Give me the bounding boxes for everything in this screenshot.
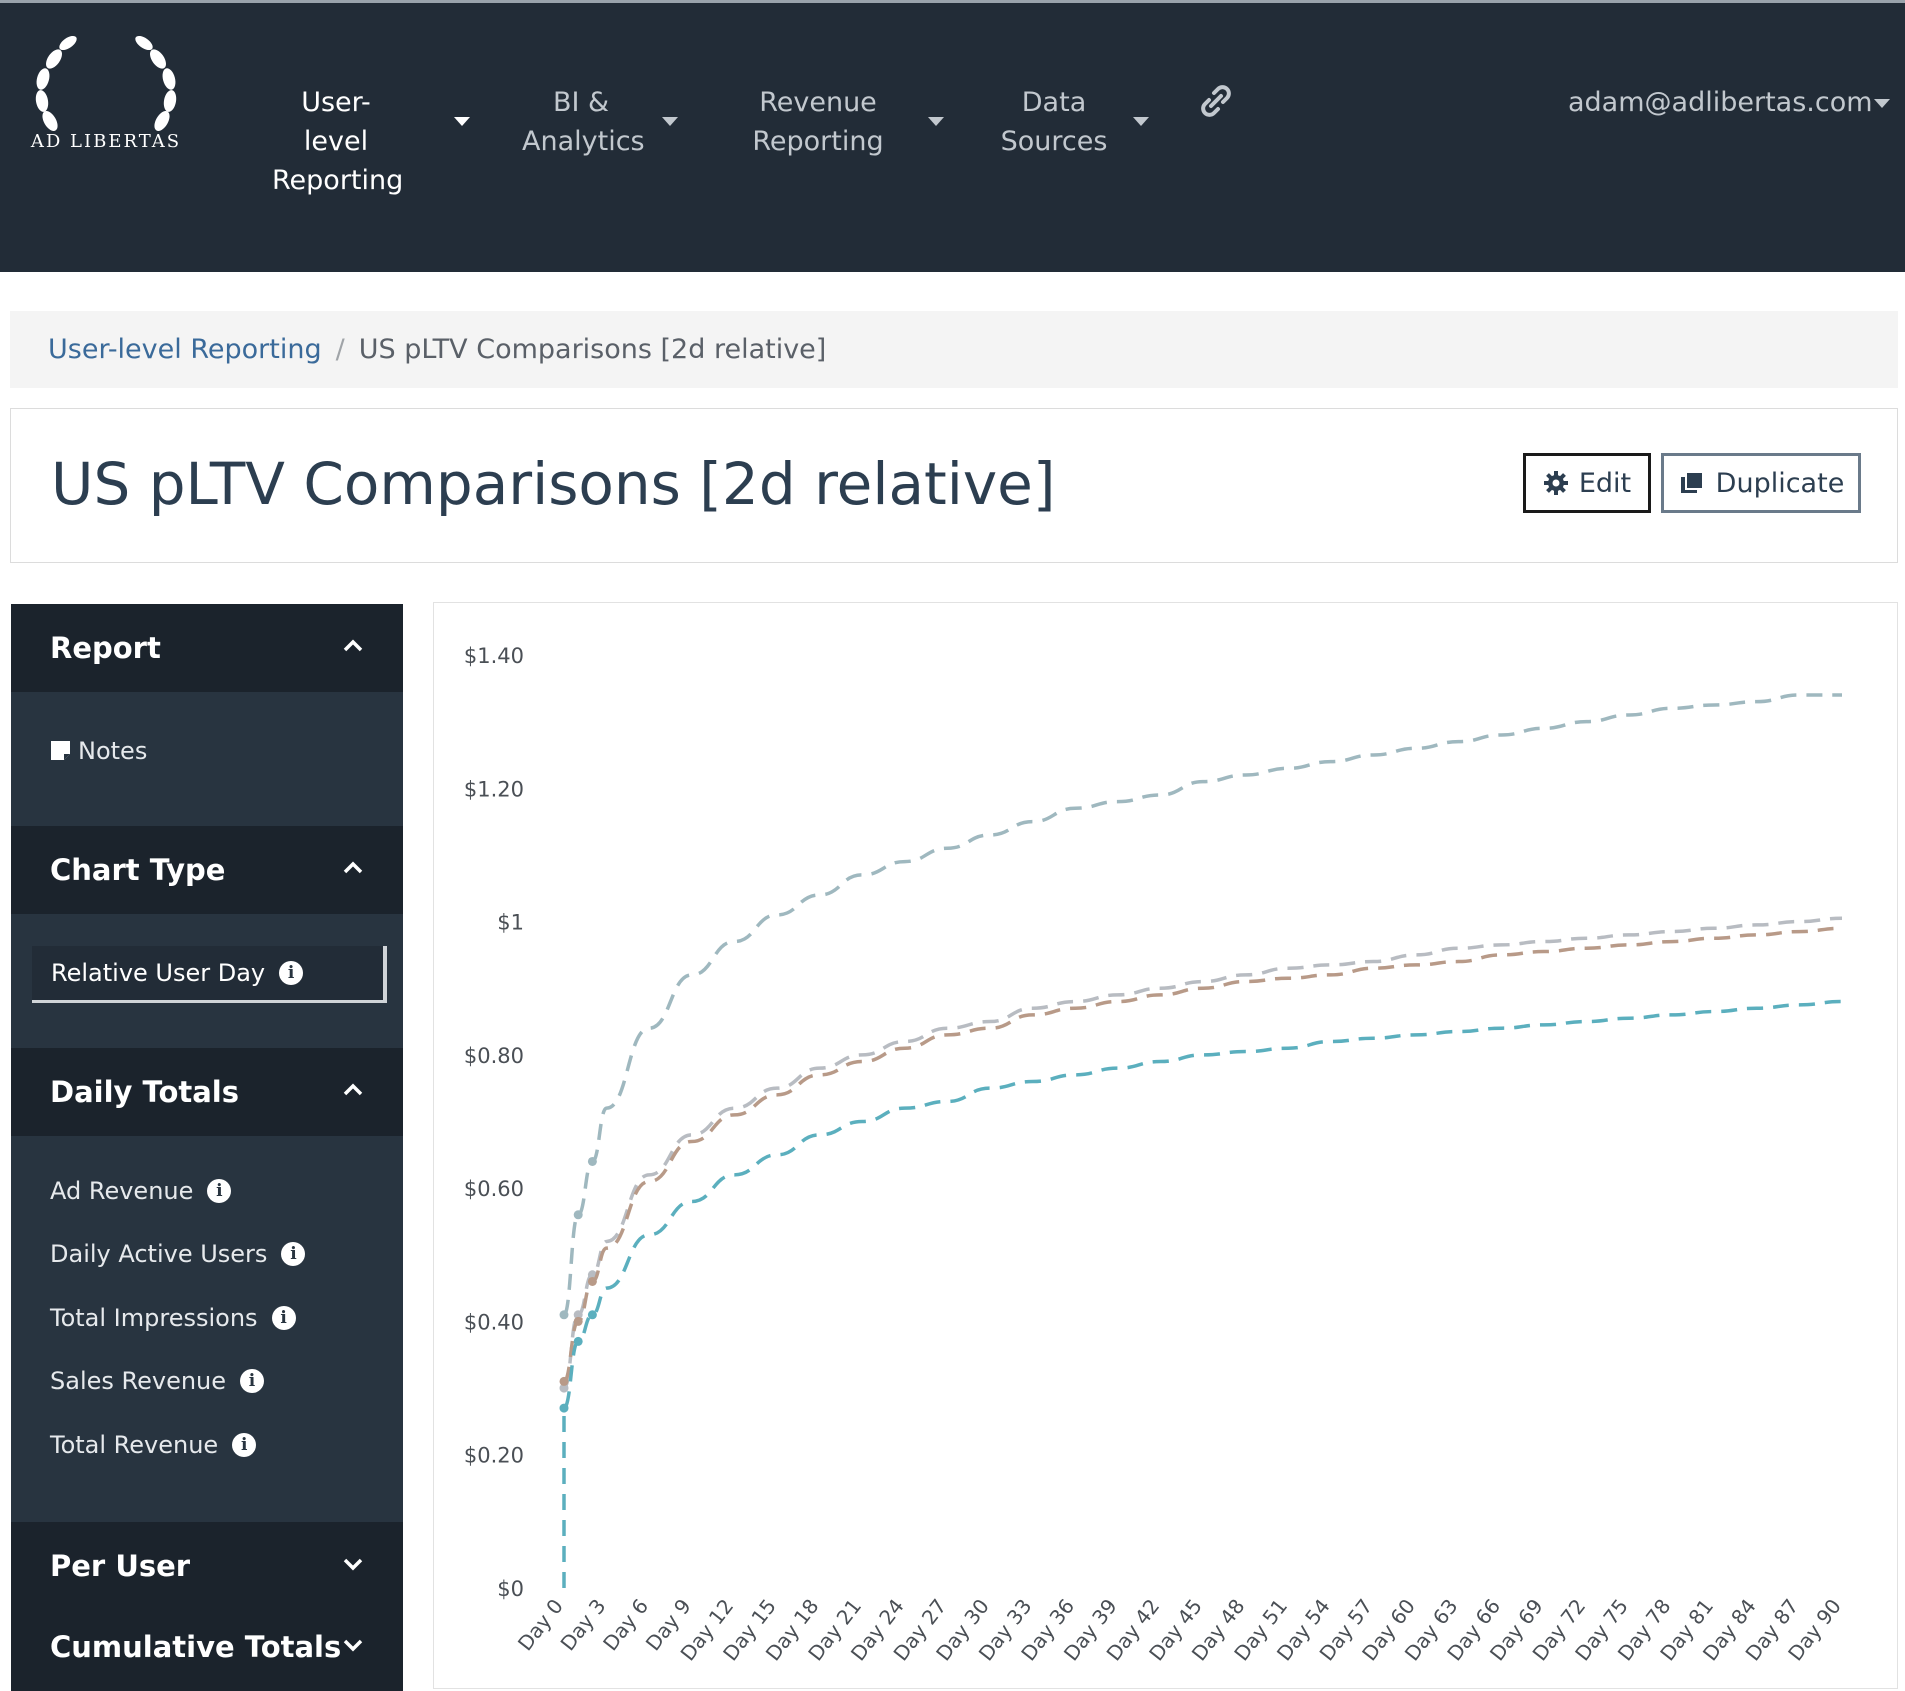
chevron-down-icon bbox=[343, 1639, 363, 1652]
section-title: Per User bbox=[50, 1549, 191, 1583]
series-line-1[interactable] bbox=[562, 693, 1842, 1317]
section-header-chart-type[interactable]: Chart Type bbox=[11, 826, 403, 914]
breadcrumb-separator: / bbox=[335, 334, 345, 365]
nav-label-line1: BI & bbox=[552, 87, 610, 118]
duplicate-button[interactable]: Duplicate bbox=[1661, 453, 1861, 513]
top-navbar: AD LIBERTAS User-level Reporting BI & An… bbox=[0, 0, 1905, 272]
section-header-per-user[interactable]: Per User bbox=[11, 1522, 403, 1610]
copy-icon bbox=[1680, 471, 1704, 493]
section-title: Report bbox=[50, 631, 161, 665]
sidebar-item-sales-revenue[interactable]: Sales Revenue i bbox=[50, 1364, 265, 1398]
edit-button[interactable]: Edit bbox=[1523, 453, 1651, 513]
sidebar-item-label: Total Impressions bbox=[50, 1304, 258, 1332]
section-header-daily-totals[interactable]: Daily Totals bbox=[11, 1048, 403, 1136]
nav-user-level-reporting[interactable]: User-level Reporting bbox=[272, 83, 404, 200]
data-point[interactable] bbox=[587, 1310, 597, 1320]
chevron-down-icon[interactable] bbox=[1874, 99, 1890, 108]
ad-libertas-logo[interactable]: AD LIBERTAS bbox=[26, 29, 186, 179]
sidebar-item-total-impressions[interactable]: Total Impressions i bbox=[50, 1301, 296, 1335]
note-icon bbox=[51, 741, 70, 760]
breadcrumb-link-user-level-reporting[interactable]: User-level Reporting bbox=[48, 334, 322, 365]
data-point[interactable] bbox=[573, 1310, 583, 1320]
link-icon[interactable] bbox=[1196, 81, 1236, 121]
y-tick-label: $0.60 bbox=[464, 1177, 524, 1201]
duplicate-button-label: Duplicate bbox=[1715, 467, 1845, 499]
sidebar-item-label: Total Revenue bbox=[50, 1431, 219, 1459]
data-point[interactable] bbox=[587, 1156, 597, 1166]
info-icon[interactable]: i bbox=[281, 1242, 306, 1266]
nav-bi-analytics[interactable]: BI & Analytics bbox=[522, 83, 645, 161]
sidebar-item-label: Ad Revenue bbox=[50, 1177, 194, 1205]
y-tick-label: $0.20 bbox=[464, 1444, 524, 1468]
sidebar-item-label: Notes bbox=[78, 737, 148, 765]
info-icon[interactable]: i bbox=[279, 961, 304, 985]
series-line-2[interactable] bbox=[562, 916, 1843, 1390]
data-point[interactable] bbox=[559, 1310, 569, 1320]
nav-label-line1: Revenue bbox=[759, 87, 877, 118]
data-point[interactable] bbox=[559, 1376, 569, 1386]
data-point[interactable] bbox=[573, 1336, 583, 1346]
page-title: US pLTV Comparisons [2d relative] bbox=[51, 450, 1056, 518]
nav-data-sources[interactable]: Data Sources bbox=[1000, 83, 1108, 161]
section-title: Daily Totals bbox=[50, 1075, 240, 1109]
sidebar-item-daily-active-users[interactable]: Daily Active Users i bbox=[50, 1237, 306, 1271]
y-tick-label: $0.80 bbox=[464, 1044, 524, 1068]
chart-type-option-relative-user-day[interactable]: Relative User Day i bbox=[32, 946, 387, 1003]
section-header-cumulative-totals[interactable]: Cumulative Totals bbox=[11, 1603, 403, 1691]
nav-label-line2: Reporting bbox=[272, 165, 404, 196]
chevron-up-icon bbox=[343, 1083, 363, 1096]
nav-label-line2: Reporting bbox=[752, 126, 884, 157]
info-icon[interactable]: i bbox=[207, 1179, 232, 1203]
sidebar-item-ad-revenue[interactable]: Ad Revenue i bbox=[50, 1174, 232, 1208]
chart-type-label: Relative User Day bbox=[51, 959, 266, 987]
section-title: Cumulative Totals bbox=[50, 1630, 342, 1664]
nav-label-line2: Analytics bbox=[522, 126, 645, 157]
data-point[interactable] bbox=[559, 1403, 569, 1413]
y-tick-label: $1.20 bbox=[464, 777, 524, 801]
edit-button-label: Edit bbox=[1578, 467, 1632, 499]
series-line-4[interactable] bbox=[562, 999, 1843, 1588]
y-tick-label: $0 bbox=[497, 1577, 524, 1601]
x-tick-label: Day 0 bbox=[513, 1594, 568, 1655]
data-point[interactable] bbox=[559, 1383, 569, 1393]
data-point[interactable] bbox=[587, 1276, 597, 1286]
logo-text: AD LIBERTAS bbox=[30, 131, 181, 152]
breadcrumb-current: US pLTV Comparisons [2d relative] bbox=[358, 334, 827, 365]
x-tick-label: Day 6 bbox=[598, 1594, 653, 1655]
nav-label-line1: Data bbox=[1021, 87, 1087, 118]
section-header-report[interactable]: Report bbox=[11, 604, 403, 692]
info-icon[interactable]: i bbox=[232, 1433, 257, 1457]
chevron-down-icon[interactable] bbox=[662, 117, 678, 126]
nav-label-line2: Sources bbox=[1000, 126, 1108, 157]
y-tick-label: $1.40 bbox=[464, 644, 524, 668]
chevron-up-icon bbox=[343, 861, 363, 874]
info-icon[interactable]: i bbox=[271, 1306, 296, 1330]
nav-revenue-reporting[interactable]: Revenue Reporting bbox=[752, 83, 884, 161]
sidebar: Report Notes Chart Type Relative User Da… bbox=[11, 604, 403, 1691]
data-point[interactable] bbox=[573, 1210, 583, 1220]
sidebar-item-label: Sales Revenue bbox=[50, 1367, 227, 1395]
breadcrumb: User-level Reporting / US pLTV Comparisons… bbox=[10, 311, 1898, 388]
chevron-down-icon[interactable] bbox=[454, 117, 470, 126]
sidebar-item-label: Daily Active Users bbox=[50, 1240, 268, 1268]
chevron-down-icon[interactable] bbox=[1133, 117, 1149, 126]
user-menu[interactable]: adam@adlibertas.com bbox=[1568, 87, 1873, 118]
y-tick-label: $1 bbox=[497, 911, 524, 935]
gear-icon bbox=[1543, 471, 1568, 495]
chevron-down-icon[interactable] bbox=[928, 117, 944, 126]
section-title: Chart Type bbox=[50, 853, 226, 887]
title-panel: US pLTV Comparisons [2d relative] Edit D… bbox=[10, 408, 1898, 563]
sidebar-item-notes[interactable]: Notes bbox=[50, 734, 147, 768]
info-icon[interactable]: i bbox=[240, 1369, 265, 1393]
y-tick-label: $0.40 bbox=[464, 1310, 524, 1334]
chevron-up-icon bbox=[343, 639, 363, 652]
chevron-down-icon bbox=[343, 1558, 363, 1571]
sidebar-item-total-revenue[interactable]: Total Revenue i bbox=[50, 1428, 257, 1462]
nav-label-line1: User-level bbox=[301, 87, 371, 157]
data-point[interactable] bbox=[573, 1316, 583, 1326]
x-tick-label: Day 3 bbox=[556, 1594, 611, 1655]
series-line-3[interactable] bbox=[562, 926, 1843, 1384]
